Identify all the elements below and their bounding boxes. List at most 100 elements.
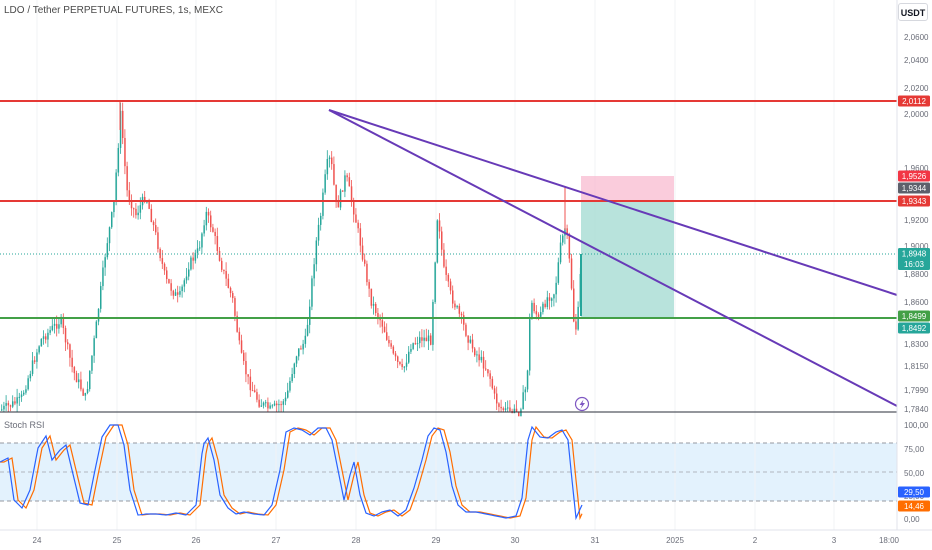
currency-button[interactable]: USDT xyxy=(898,3,928,21)
candle-body xyxy=(256,392,258,400)
candle-body xyxy=(203,225,205,234)
candle-body xyxy=(113,200,115,213)
candle-body xyxy=(390,343,392,347)
time-axis[interactable]: 24 25 26 27 28 29 30 31 2025 2 3 18:00 xyxy=(33,536,900,545)
candle-body xyxy=(372,303,375,306)
price-badge-text: 1,9343 xyxy=(902,197,927,206)
candle-body xyxy=(18,396,21,398)
stoch-badges: 29,50 14,46 xyxy=(898,486,930,512)
flash-icon[interactable] xyxy=(574,396,590,412)
candle-body xyxy=(190,257,192,270)
candle-body xyxy=(526,370,529,390)
symbol-title[interactable]: LDO / Tether PERPETUAL FUTURES, 1s, MEXC xyxy=(4,5,223,16)
candle-body xyxy=(570,258,573,289)
candle-body xyxy=(531,302,533,320)
candle-body xyxy=(27,378,29,390)
candle-body xyxy=(47,332,49,340)
candle-body xyxy=(280,404,282,406)
time-tick-label: 3 xyxy=(832,536,837,545)
trendline-lower[interactable] xyxy=(328,109,898,407)
candle-body xyxy=(122,110,124,138)
candle-body xyxy=(106,243,109,258)
candle-body xyxy=(100,286,102,309)
candle-body xyxy=(421,337,423,341)
candle-body xyxy=(199,247,201,249)
time-tick-label: 28 xyxy=(352,536,361,545)
candle-body xyxy=(157,232,159,249)
candle-body xyxy=(232,293,234,299)
candle-body xyxy=(3,405,5,410)
time-tick-label: 25 xyxy=(113,536,122,545)
candle-body xyxy=(38,346,40,353)
trendline-upper[interactable] xyxy=(328,109,898,296)
candle-body xyxy=(553,294,555,299)
candle-body xyxy=(188,269,190,277)
candle-body xyxy=(278,404,280,406)
time-tick-label: 2 xyxy=(753,536,758,545)
candle-body xyxy=(416,343,419,345)
candle-body xyxy=(227,278,230,288)
candle-body xyxy=(29,373,32,379)
candle-body xyxy=(271,405,274,407)
candle-body xyxy=(476,354,478,356)
candle-body xyxy=(394,353,397,357)
candle-body xyxy=(326,158,329,175)
candle-body xyxy=(306,324,309,336)
candle-body xyxy=(452,290,454,304)
candle-body xyxy=(342,190,344,192)
candle-body xyxy=(460,313,463,316)
time-tick-label: 24 xyxy=(33,536,42,545)
candle-body xyxy=(524,389,527,393)
candle-body xyxy=(240,340,243,353)
candle-body xyxy=(361,245,364,260)
candle-body xyxy=(260,405,263,407)
candle-body xyxy=(194,252,197,261)
candle-body xyxy=(115,172,117,201)
price-tick-label: 1,8300 xyxy=(904,340,929,349)
candle-body xyxy=(40,338,43,347)
candle-body xyxy=(487,369,489,374)
stop-loss-zone[interactable] xyxy=(581,176,674,202)
stoch-badge xyxy=(898,500,930,512)
candle-body xyxy=(258,399,260,407)
price-tick-label: 1,8800 xyxy=(904,270,929,279)
candle-body xyxy=(229,287,232,294)
candle-body xyxy=(414,343,417,345)
target-zone[interactable] xyxy=(581,202,674,318)
price-badge-text: 1,9526 xyxy=(902,172,927,181)
candle-body xyxy=(108,227,111,244)
candle-body xyxy=(172,290,175,296)
countdown-text: 16:03 xyxy=(904,260,925,269)
candle-body xyxy=(269,405,271,409)
time-tick-label: 30 xyxy=(511,536,520,545)
candle-body xyxy=(449,281,452,291)
candle-body xyxy=(247,374,249,377)
price-tick-label: 1,8150 xyxy=(904,362,929,371)
candle-body xyxy=(218,250,221,261)
candle-body xyxy=(302,343,304,350)
candle-body xyxy=(405,362,408,367)
candle-body xyxy=(262,402,265,406)
candle-body xyxy=(432,302,434,345)
stoch-tick-label: 0,00 xyxy=(904,515,920,524)
candle-body xyxy=(20,394,23,397)
candle-body xyxy=(502,408,505,410)
stoch-rsi-label[interactable]: Stoch RSI xyxy=(4,420,45,430)
candle-body xyxy=(155,225,157,233)
candle-body xyxy=(14,401,16,404)
candle-body xyxy=(498,403,500,407)
candle-body xyxy=(216,236,219,251)
time-tick-label: 27 xyxy=(272,536,281,545)
candle-body xyxy=(78,379,80,383)
candle-body xyxy=(126,166,128,191)
price-axis[interactable]: 2,0600 2,0400 2,0200 2,0000 1,9600 1,9200 1,90… xyxy=(904,33,929,414)
candle-body xyxy=(304,335,307,344)
candle-body xyxy=(146,201,148,203)
candle-body xyxy=(25,389,27,393)
candle-body xyxy=(474,348,476,356)
price-badge xyxy=(898,248,930,270)
candle-body xyxy=(170,283,172,291)
candle-body xyxy=(238,331,241,341)
price-tick-label: 2,0600 xyxy=(904,33,929,42)
